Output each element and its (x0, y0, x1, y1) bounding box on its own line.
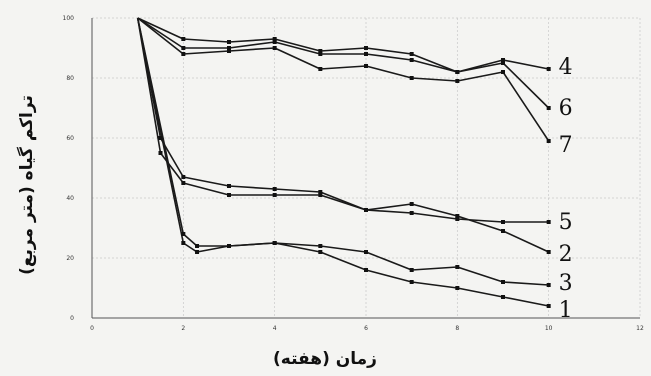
data-point-5 (409, 211, 414, 215)
series-label-2: 2 (559, 242, 573, 267)
data-point-4 (501, 58, 505, 62)
y-tick-label: 100 (63, 15, 75, 22)
x-tick-label: 6 (364, 325, 368, 332)
y-tick-label: 0 (70, 315, 74, 322)
y-axis-title: تراکم گیاه (متر مربع) (16, 95, 37, 275)
data-point-3 (546, 283, 551, 287)
data-point-7 (409, 76, 414, 80)
x-tick-label: 0 (90, 325, 94, 332)
data-point-4 (227, 40, 231, 44)
series-label-4: 4 (559, 55, 573, 80)
data-point-2 (227, 193, 231, 197)
data-point-7 (455, 79, 460, 83)
series-line-7 (137, 17, 550, 142)
series-label-1: 1 (559, 298, 573, 323)
x-axis-title: زمان (هفته) (273, 349, 377, 369)
data-point-2 (318, 193, 323, 197)
data-point-3 (195, 244, 200, 248)
data-point-7 (227, 49, 231, 53)
data-point-3 (455, 265, 460, 269)
data-point-7 (501, 70, 505, 74)
y-tick-label: 80 (66, 75, 74, 82)
y-tick-label: 20 (66, 255, 74, 262)
x-tick-label: 2 (181, 325, 185, 332)
data-point-1 (455, 286, 460, 290)
x-tick-label: 4 (273, 325, 277, 332)
x-tick-label: 10 (545, 325, 553, 332)
data-point-3 (181, 232, 186, 236)
data-point-7 (272, 46, 277, 50)
axes (91, 18, 640, 319)
series-label-3: 3 (559, 271, 573, 296)
y-tick-label: 40 (66, 195, 74, 202)
data-point-6 (364, 52, 368, 56)
data-point-1 (546, 304, 551, 308)
data-point-1 (409, 280, 414, 284)
data-point-5 (227, 184, 231, 188)
series-line-1 (136, 17, 549, 307)
data-point-4 (364, 46, 368, 50)
data-point-5 (318, 190, 323, 194)
x-tick-label: 8 (455, 325, 459, 332)
data-point-5 (181, 175, 186, 179)
data-point-7 (181, 52, 186, 56)
data-point-6 (181, 46, 186, 50)
data-point-6 (409, 58, 414, 62)
series-label-5: 5 (559, 210, 573, 235)
y-tick-label: 60 (66, 135, 74, 142)
data-point-5 (455, 217, 460, 221)
data-point-7 (364, 64, 368, 68)
data-point-2 (272, 193, 277, 197)
data-point-6 (501, 61, 505, 65)
data-point-2 (158, 151, 163, 155)
data-point-2 (181, 181, 186, 185)
data-point-2 (501, 229, 505, 233)
data-point-6 (272, 40, 277, 44)
series-lines (136, 17, 550, 307)
data-point-3 (318, 244, 323, 248)
data-point-1 (501, 295, 505, 299)
data-point-1 (364, 268, 368, 272)
data-point-4 (272, 37, 277, 41)
series-label-7: 7 (559, 133, 573, 158)
data-point-5 (158, 136, 163, 140)
data-point-1 (227, 244, 231, 248)
data-point-1 (181, 241, 186, 245)
series-line-3 (136, 17, 549, 286)
data-point-3 (364, 250, 368, 254)
data-point-4 (546, 67, 551, 71)
data-point-2 (409, 202, 414, 206)
data-point-6 (318, 52, 323, 56)
data-point-1 (272, 241, 277, 245)
data-point-4 (318, 49, 323, 53)
data-point-5 (546, 220, 551, 224)
data-point-7 (546, 139, 551, 143)
data-point-5 (501, 220, 505, 224)
x-tick-label: 12 (636, 325, 644, 332)
data-point-2 (364, 208, 368, 212)
series-markers (158, 37, 551, 308)
series-label-6: 6 (559, 96, 573, 121)
series-line-4 (137, 17, 549, 73)
data-point-4 (409, 52, 414, 56)
data-point-6 (455, 70, 460, 74)
data-point-5 (272, 187, 277, 191)
data-point-3 (501, 280, 505, 284)
data-point-3 (409, 268, 414, 272)
data-point-2 (546, 250, 551, 254)
series-labels: 4 6 7 5 2 31 (559, 55, 573, 323)
data-point-6 (546, 106, 551, 110)
data-point-6 (227, 46, 231, 50)
data-point-4 (181, 37, 186, 41)
data-point-2 (455, 214, 460, 218)
data-point-1 (318, 250, 323, 254)
data-point-1 (195, 250, 200, 254)
series-line-6 (137, 17, 550, 109)
data-point-7 (318, 67, 323, 71)
